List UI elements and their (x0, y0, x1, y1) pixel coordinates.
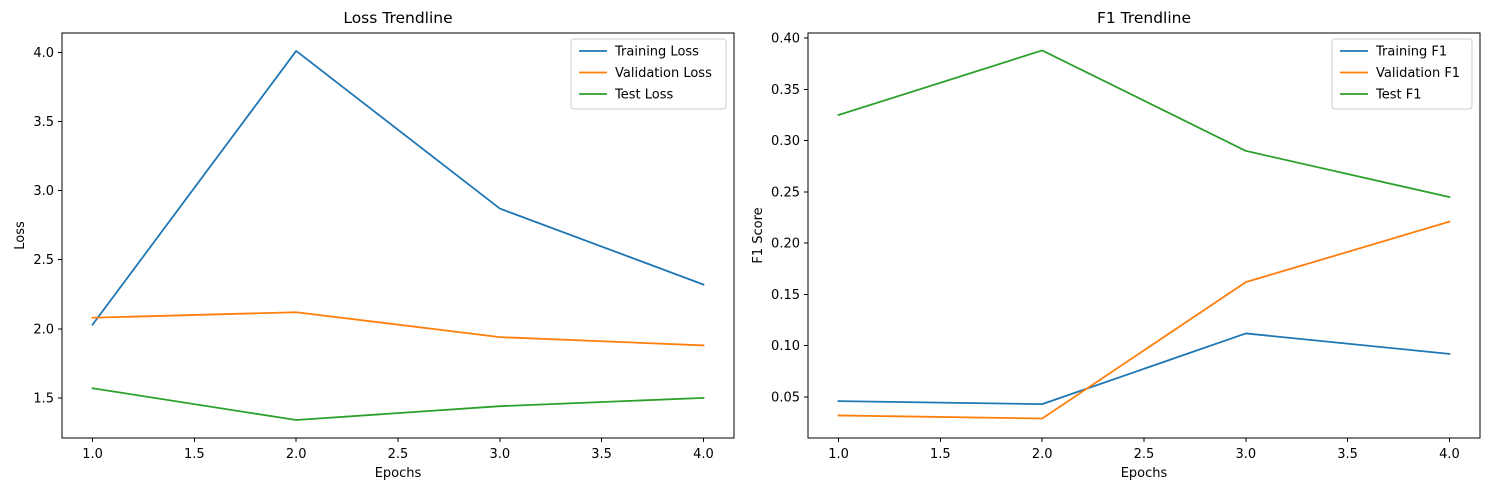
y-tick-label: 0.20 (771, 237, 800, 252)
x-tick-label: 3.5 (591, 447, 612, 462)
x-tick-label: 4.0 (693, 447, 714, 462)
legend-box (1331, 38, 1473, 110)
series-line-validation-f1 (837, 220, 1451, 420)
legend: Training F1 Validation F1 Test F1 (1331, 38, 1473, 110)
series-line-test-f1 (837, 49, 1451, 199)
y-tick-label: 0.30 (771, 134, 800, 149)
x-tick-label: 1.5 (930, 447, 951, 462)
legend-label: Training Loss (614, 45, 699, 60)
x-tick-label: 4.0 (1439, 447, 1460, 462)
x-tick-label: 2.5 (388, 447, 409, 462)
x-tick-label: 2.0 (1032, 447, 1053, 462)
legend-label: Training F1 (1375, 45, 1447, 60)
y-tick-label: 1.5 (33, 391, 54, 406)
y-tick-label: 0.10 (771, 339, 800, 354)
x-tick-label: 1.5 (184, 447, 205, 462)
y-axis-title: F1 Score (751, 207, 766, 263)
y-tick-label: 3.5 (33, 115, 54, 130)
legend-label: Validation F1 (1376, 66, 1460, 81)
x-tick-label: 3.0 (489, 447, 510, 462)
x-axis-title: Epochs (375, 466, 422, 481)
y-tick-label: 0.40 (771, 32, 800, 47)
y-tick-label: 3.0 (33, 184, 54, 199)
legend-box (570, 38, 727, 110)
chart-title: F1 Trendline (1097, 9, 1191, 27)
x-tick-label: 1.0 (82, 447, 103, 462)
y-axis-title: Loss (13, 221, 28, 250)
y-tick-label: 4.0 (33, 46, 54, 61)
loss-chart: 1.0 1.5 2.0 2.5 3.0 3.5 4.0 1.5 2.0 2.5 3.0 3.5 4.0 L… (13, 9, 735, 481)
legend-label: Test Loss (614, 88, 673, 103)
x-tick-label: 2.5 (1134, 447, 1155, 462)
chart-title: Loss Trendline (343, 9, 452, 27)
x-axis-title: Epochs (1121, 466, 1168, 481)
y-tick-label: 0.25 (771, 185, 800, 200)
y-tick-label: 2.5 (33, 253, 54, 268)
x-tick-label: 2.0 (286, 447, 307, 462)
x-tick-label: 1.0 (828, 447, 849, 462)
x-tick-label: 3.0 (1235, 447, 1256, 462)
y-tick-label: 0.05 (771, 390, 800, 405)
y-tick-label: 2.0 (33, 322, 54, 337)
legend-label: Validation Loss (615, 66, 712, 81)
y-tick-label: 0.35 (771, 83, 800, 98)
legend: Training Loss Validation Loss Test Loss (570, 38, 727, 110)
series-line-training-loss (91, 50, 705, 326)
f1-chart: 1.0 1.5 2.0 2.5 3.0 3.5 4.0 0.05 0.10 0.15 0.20 0.2… (751, 9, 1481, 481)
series-line-test-loss (91, 387, 705, 421)
x-tick-label: 3.5 (1337, 447, 1358, 462)
series-line-validation-loss (91, 311, 705, 347)
legend-label: Test F1 (1375, 88, 1421, 103)
series-line-training-f1 (837, 332, 1451, 406)
y-tick-label: 0.15 (771, 288, 800, 303)
